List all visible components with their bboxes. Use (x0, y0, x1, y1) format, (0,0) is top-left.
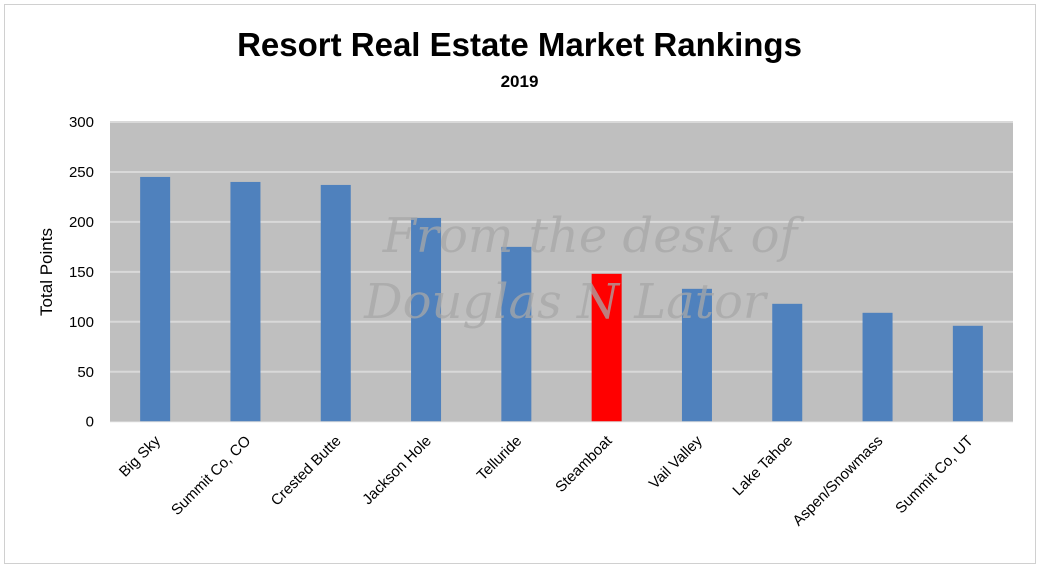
x-tick-label: Lake Tahoe (729, 433, 796, 500)
x-tick-label: Aspen/Snowmass (789, 433, 886, 530)
watermark-line-2: Douglas N Lator (363, 274, 769, 330)
y-tick-label: 250 (69, 164, 94, 181)
y-tick-label: 50 (77, 364, 94, 381)
bar-big-sky (140, 176, 171, 422)
y-tick-label: 200 (69, 214, 94, 231)
x-tick-label: Summit Co, UT (892, 433, 977, 518)
chart-subtitle: 2019 (500, 72, 539, 91)
x-tick-label: Vail Valley (646, 432, 706, 492)
bar-crested-butte (320, 184, 351, 422)
x-tick-label: Steamboat (552, 432, 616, 496)
bar-aspen-snowmass (862, 312, 893, 422)
chart-title: Resort Real Estate Market Rankings (237, 26, 802, 63)
y-tick-label: 150 (69, 264, 94, 281)
bar-lake-tahoe (772, 303, 803, 422)
watermark-line-1: From the desk of (382, 208, 805, 264)
y-tick-label: 300 (69, 114, 94, 131)
x-tick-label: Crested Butte (268, 433, 345, 510)
bar-jackson-hole (411, 217, 442, 422)
bar-summit-co-ut (952, 325, 983, 422)
bar-telluride (501, 246, 532, 422)
y-tick-label: 0 (86, 414, 94, 431)
bar-vail-valley (681, 288, 712, 422)
x-tick-label: Summit Co, CO (168, 433, 254, 519)
y-tick-label: 100 (69, 314, 94, 331)
y-axis-label: Total Points (37, 228, 56, 316)
bar-steamboat (591, 273, 622, 422)
x-tick-label: Jackson Hole (359, 433, 435, 509)
bar-summit-co-co (230, 181, 261, 422)
x-tick-label: Big Sky (116, 432, 164, 480)
x-tick-label: Telluride (474, 433, 526, 485)
